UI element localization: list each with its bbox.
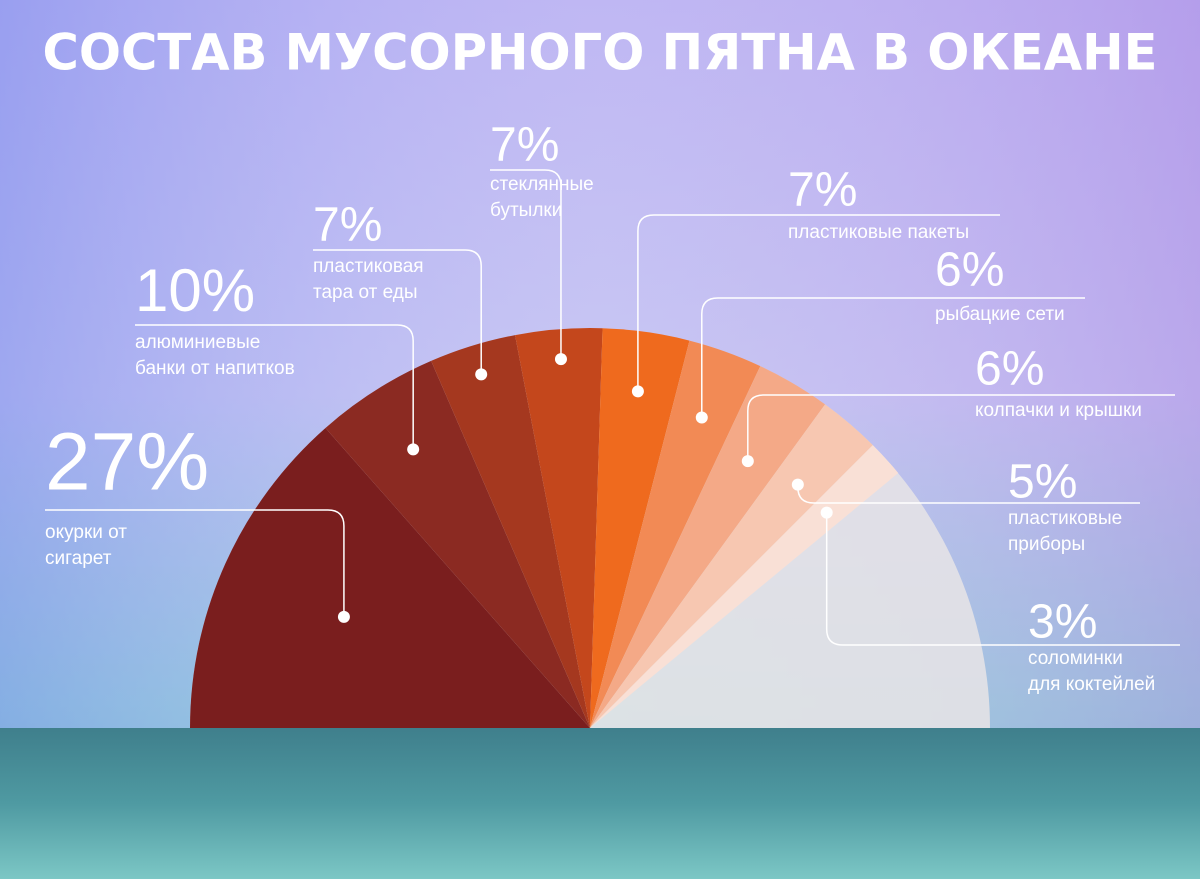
category-label: стеклянные бутылки: [490, 174, 594, 221]
leader-line: [701, 297, 1085, 418]
leader-line: [747, 394, 1175, 462]
leader-dot: [407, 443, 420, 456]
category-label: рыбацкие сети: [935, 304, 1065, 325]
value-label: 7%: [788, 164, 857, 217]
wedge: [515, 328, 603, 728]
category-label: пластиковые приборы: [1008, 508, 1123, 555]
value-label: 3%: [1028, 596, 1097, 649]
leader-dot: [475, 368, 488, 381]
value-label: 6%: [975, 343, 1044, 396]
leader-dot: [631, 385, 644, 398]
category-label: соломинки для коктейлей: [1028, 648, 1156, 695]
category-label: алюминиевые банки от напитков: [135, 332, 295, 379]
leader-line: [825, 512, 1180, 646]
wedge: [590, 445, 899, 728]
category-label: колпачки и крышки: [975, 400, 1142, 421]
wedge: [590, 328, 690, 728]
wedge: [325, 360, 590, 728]
leader-line: [135, 324, 414, 450]
chart-title: СОСТАВ МУСОРНОГО ПЯТНА В ОКЕАНЕ: [43, 24, 1158, 82]
ocean: [0, 728, 1200, 879]
value-label: 6%: [935, 244, 1004, 297]
category-label: окурки от сигарет: [45, 522, 128, 569]
leader-line: [45, 509, 345, 617]
value-label: 10%: [135, 257, 255, 324]
category-label: пластиковая тара от еды: [313, 256, 424, 303]
leader-dot: [695, 411, 708, 424]
category-label: пластиковые пакеты: [788, 222, 970, 243]
wedge: [590, 340, 761, 728]
leader-line: [313, 249, 482, 375]
wedge: [590, 366, 826, 728]
value-label: 7%: [313, 199, 382, 252]
leader-dot: [791, 478, 804, 491]
leader-line: [637, 214, 1000, 392]
leader-dot: [820, 506, 833, 519]
value-label: 5%: [1008, 456, 1077, 509]
value-label: 27%: [45, 417, 209, 508]
leader-dot: [554, 353, 567, 366]
leader-dot: [337, 610, 350, 623]
wedge: [190, 427, 590, 728]
leader-line: [490, 169, 562, 360]
leader-dot: [741, 455, 754, 468]
value-label: 7%: [490, 119, 559, 172]
wedge: [431, 335, 590, 728]
